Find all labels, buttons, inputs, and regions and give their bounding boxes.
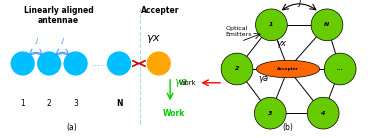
Ellipse shape (221, 53, 253, 85)
Text: 1: 1 (269, 22, 274, 27)
Text: 2: 2 (235, 67, 239, 71)
Ellipse shape (324, 53, 356, 85)
Text: 2: 2 (47, 99, 51, 108)
Text: ......: ...... (92, 59, 108, 68)
Text: J: J (61, 39, 64, 44)
Text: $\gamma x$: $\gamma x$ (146, 33, 161, 45)
Text: (b): (b) (283, 124, 293, 132)
Text: $\gamma x$: $\gamma x$ (276, 39, 288, 50)
Ellipse shape (64, 51, 88, 76)
Text: N: N (324, 22, 330, 27)
Text: Work: Work (163, 109, 185, 118)
Text: Accepter: Accepter (277, 67, 299, 71)
Text: (a): (a) (67, 124, 77, 132)
Text: J: J (35, 39, 37, 44)
Text: 3: 3 (73, 99, 78, 108)
Text: $\gamma a$: $\gamma a$ (174, 77, 188, 89)
Ellipse shape (37, 51, 61, 76)
Text: $\gamma a$: $\gamma a$ (258, 74, 269, 85)
Ellipse shape (311, 9, 343, 41)
Ellipse shape (107, 51, 131, 76)
Text: Work: Work (179, 80, 197, 86)
Ellipse shape (307, 97, 339, 129)
Ellipse shape (256, 9, 287, 41)
Text: 1: 1 (20, 99, 25, 108)
Ellipse shape (147, 51, 171, 76)
Text: 4: 4 (321, 111, 325, 116)
Text: Linearly aligned
antennae: Linearly aligned antennae (24, 6, 93, 25)
Ellipse shape (254, 97, 286, 129)
Text: Optical
Emitters: Optical Emitters (226, 26, 252, 37)
Text: J: J (298, 0, 301, 7)
Text: ...: ... (337, 67, 344, 71)
Text: 3: 3 (268, 111, 273, 116)
Ellipse shape (256, 60, 320, 78)
Ellipse shape (11, 51, 35, 76)
Text: Accepter: Accepter (141, 6, 180, 14)
Text: N: N (116, 99, 122, 108)
